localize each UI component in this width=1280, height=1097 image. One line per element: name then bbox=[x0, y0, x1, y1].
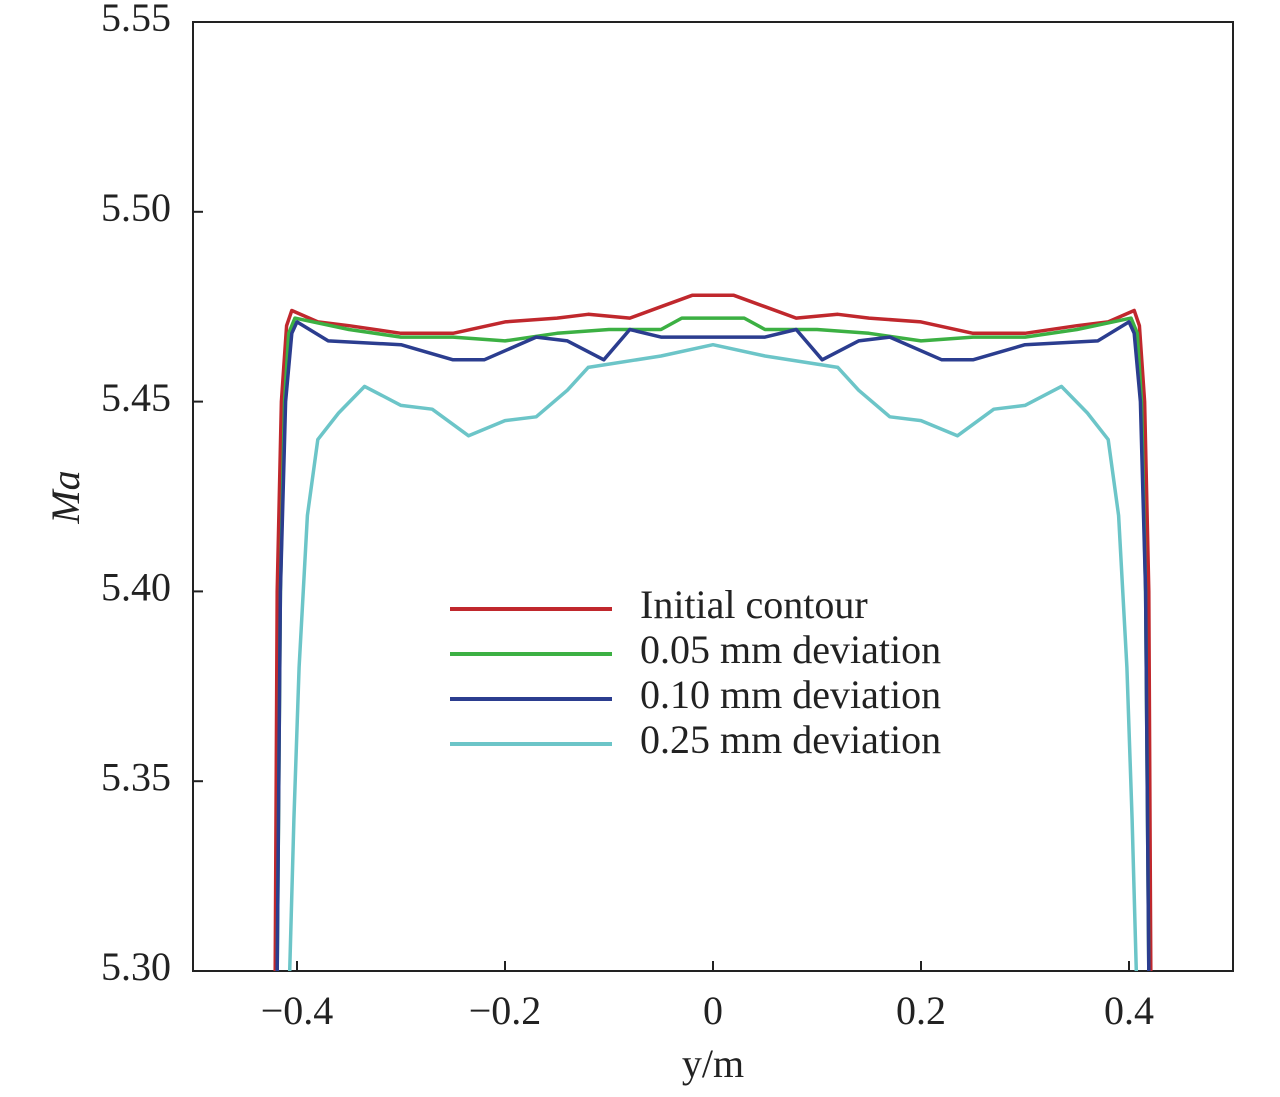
x-tick-label: −0.4 bbox=[261, 988, 334, 1033]
y-tick-label: 5.45 bbox=[101, 375, 171, 420]
y-tick-label: 5.35 bbox=[101, 754, 171, 799]
legend-label: 0.05 mm deviation bbox=[640, 627, 941, 672]
series-line bbox=[275, 316, 1151, 972]
x-tick-label: −0.2 bbox=[469, 988, 542, 1033]
y-tick-label: 5.55 bbox=[101, 0, 171, 40]
x-tick-label: 0 bbox=[703, 988, 723, 1033]
y-tick-label: 5.50 bbox=[101, 185, 171, 230]
y-axis-label: Ma bbox=[43, 470, 88, 524]
series-line bbox=[287, 342, 1139, 972]
x-axis-label: y/m bbox=[682, 1041, 744, 1086]
series-line bbox=[275, 320, 1151, 972]
y-tick-label: 5.30 bbox=[101, 944, 171, 989]
legend-label: 0.10 mm deviation bbox=[640, 672, 941, 717]
plot-frame bbox=[192, 21, 1234, 972]
x-tick-label: 0.4 bbox=[1104, 988, 1154, 1033]
y-tick-label: 5.40 bbox=[101, 565, 171, 610]
legend-label: 0.25 mm deviation bbox=[640, 717, 941, 762]
x-tick-label: 0.2 bbox=[896, 988, 946, 1033]
legend-label: Initial contour bbox=[640, 582, 868, 627]
